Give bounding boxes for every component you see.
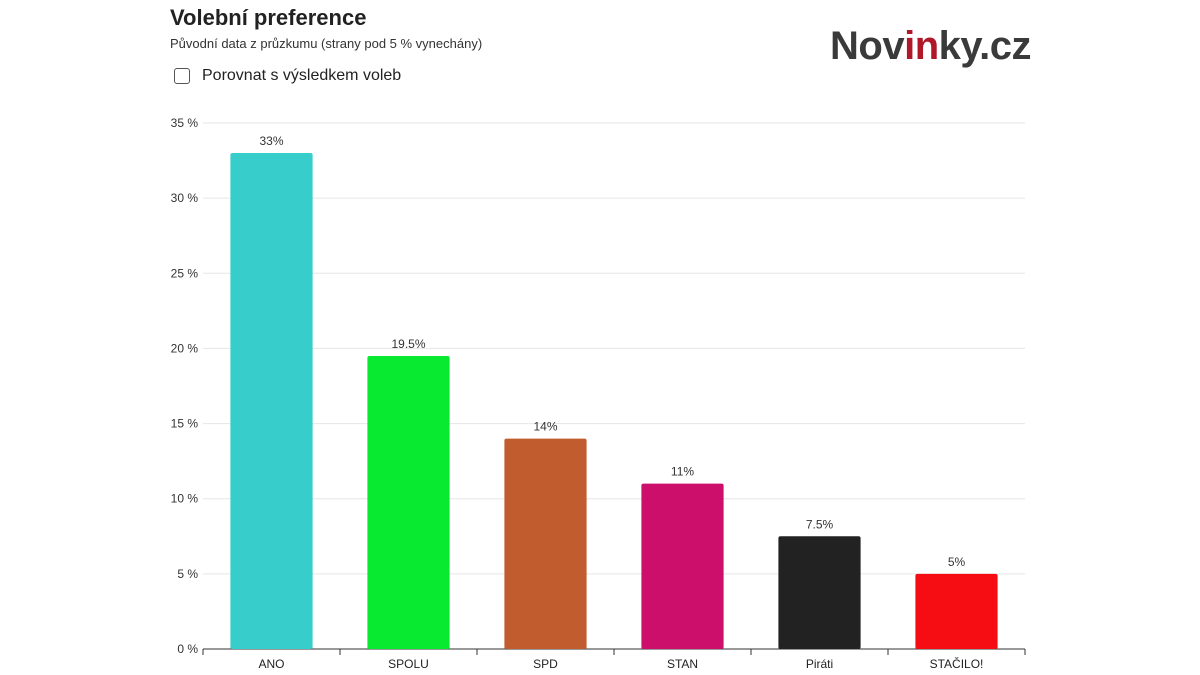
y-tick-label: 25 % [171,266,199,280]
x-tick-label: STAN [667,657,698,671]
bar-spolu [367,355,450,649]
compare-checkbox[interactable] [174,68,190,84]
bar-pir-ti [778,536,861,649]
compare-toggle[interactable]: Porovnat s výsledkem voleb [174,67,401,85]
y-tick-label: 30 % [171,191,199,205]
x-tick-label: SPD [533,657,558,671]
chart-subtitle: Původní data z průzkumu (strany pod 5 % … [170,36,483,51]
logo-text-start: Nov [830,24,905,68]
x-tick-label: Piráti [806,657,833,671]
chart-title: Volební preference [170,5,367,30]
data-label: 14% [533,420,557,434]
data-label: 33% [259,134,283,148]
data-label: 11% [671,465,694,479]
y-tick-label: 0 % [177,642,198,656]
y-tick-label: 10 % [171,492,199,506]
y-tick-label: 15 % [171,417,199,431]
logo-text-accent: in [904,24,939,68]
bar-sta-ilo- [915,573,998,649]
bar-stan [641,483,724,649]
data-label: 7.5% [806,517,834,531]
y-tick-label: 5 % [177,567,198,581]
bar-spd [504,438,587,649]
novinky-logo[interactable]: Novinky.cz [830,24,1032,68]
logo-text-end: ky.cz [938,24,1032,68]
x-tick-label: STAČILO! [930,656,984,671]
y-tick-label: 35 % [171,116,199,130]
data-label: 19.5% [391,337,425,351]
y-tick-label: 20 % [171,341,199,355]
bar-ano [230,153,313,650]
compare-label: Porovnat s výsledkem voleb [202,67,402,84]
data-label: 5% [948,555,966,569]
x-tick-label: SPOLU [388,657,429,671]
x-tick-label: ANO [258,657,284,671]
